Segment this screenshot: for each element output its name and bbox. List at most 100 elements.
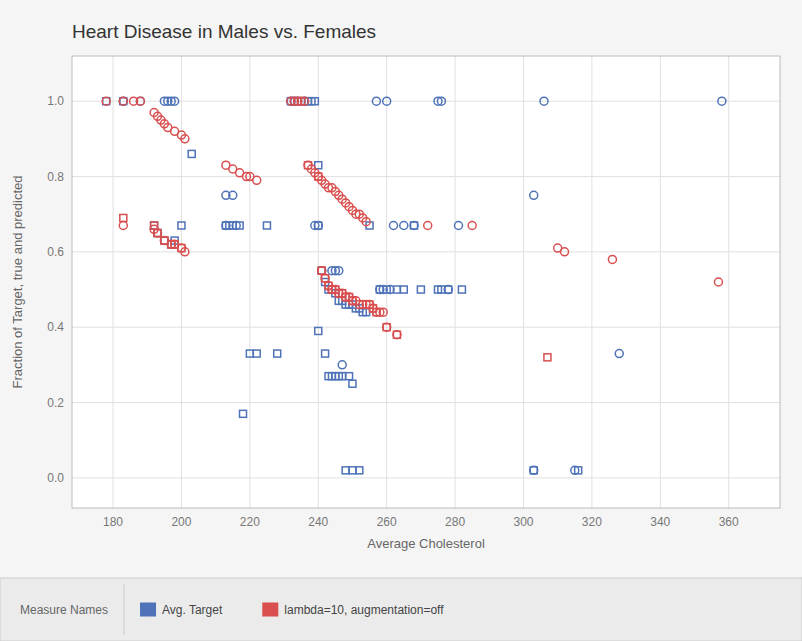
point-circle xyxy=(383,323,391,331)
point-square xyxy=(322,350,329,357)
x-tick-label: 280 xyxy=(445,515,465,529)
point-square xyxy=(315,327,322,334)
x-tick-label: 260 xyxy=(377,515,397,529)
point-circle xyxy=(372,97,380,105)
point-square xyxy=(383,324,390,331)
x-tick-label: 200 xyxy=(171,515,191,529)
grid-line xyxy=(523,56,524,508)
point-circle xyxy=(314,173,322,181)
point-square xyxy=(356,467,363,474)
point-square xyxy=(171,241,178,248)
point-square xyxy=(120,214,127,221)
point-circle xyxy=(222,222,230,230)
grid-line xyxy=(72,176,780,177)
point-circle xyxy=(615,350,623,358)
point-circle xyxy=(390,222,398,230)
grid-line xyxy=(72,477,780,478)
series xyxy=(120,162,551,361)
point-circle xyxy=(393,331,401,339)
point-square xyxy=(263,222,270,229)
y-axis-label: Fraction of Target, true and predicted xyxy=(10,176,25,389)
point-circle xyxy=(318,267,326,275)
marks xyxy=(102,97,726,474)
series xyxy=(103,98,582,474)
point-square xyxy=(342,467,349,474)
point-square xyxy=(315,173,322,180)
x-tick-label: 320 xyxy=(582,515,602,529)
legend-divider xyxy=(124,584,125,635)
y-tick-label: 0.4 xyxy=(47,320,64,334)
y-tick-label: 0.6 xyxy=(47,245,64,259)
legend-swatch xyxy=(262,603,278,617)
plot-area xyxy=(72,56,780,508)
point-square xyxy=(417,286,424,293)
point-square xyxy=(318,267,325,274)
point-circle xyxy=(321,274,329,282)
y-tick-label: 1.0 xyxy=(47,94,64,108)
point-square xyxy=(411,222,418,229)
point-square xyxy=(103,98,110,105)
y-tick-label: 0.0 xyxy=(47,471,64,485)
x-tick-label: 240 xyxy=(308,515,328,529)
grid-line xyxy=(318,56,319,508)
legend-swatch xyxy=(140,603,156,617)
x-tick-label: 340 xyxy=(650,515,670,529)
grid-line xyxy=(72,402,780,403)
point-square xyxy=(120,98,127,105)
legend-title: Measure Names xyxy=(20,603,108,617)
point-square xyxy=(346,373,353,380)
plot-frame xyxy=(72,56,780,508)
grid-line xyxy=(591,56,592,508)
point-circle xyxy=(338,361,346,369)
grid-line xyxy=(455,56,456,508)
x-tick-label: 220 xyxy=(240,515,260,529)
point-square xyxy=(253,350,260,357)
point-circle xyxy=(102,97,110,105)
grid-line xyxy=(660,56,661,508)
point-circle xyxy=(410,222,418,230)
point-circle xyxy=(437,97,445,105)
point-square xyxy=(240,410,247,417)
legend-background xyxy=(0,578,802,641)
point-square xyxy=(318,267,325,274)
point-circle xyxy=(386,286,394,294)
legend-label: lambda=10, augmentation=off xyxy=(284,603,444,617)
point-circle xyxy=(232,222,240,230)
y-tick-label: 0.2 xyxy=(47,396,64,410)
point-square xyxy=(178,222,185,229)
point-circle xyxy=(318,267,326,275)
point-circle xyxy=(468,222,476,230)
point-square xyxy=(530,467,537,474)
legend-label: Avg. Target xyxy=(162,603,223,617)
point-circle xyxy=(530,191,538,199)
x-tick-label: 180 xyxy=(103,515,123,529)
point-circle xyxy=(253,176,261,184)
chart: Heart Disease in Males vs. Females180200… xyxy=(0,0,802,641)
x-tick-label: 360 xyxy=(719,515,739,529)
series xyxy=(119,97,726,474)
point-circle xyxy=(608,255,616,263)
point-circle xyxy=(540,97,548,105)
point-circle xyxy=(171,97,179,105)
point-circle xyxy=(314,222,322,230)
point-square xyxy=(373,309,380,316)
point-circle xyxy=(424,222,432,230)
point-circle xyxy=(154,229,162,237)
point-square xyxy=(349,467,356,474)
point-square xyxy=(349,297,356,304)
point-circle xyxy=(304,161,312,169)
point-square xyxy=(339,373,346,380)
point-circle xyxy=(400,222,408,230)
point-square xyxy=(393,331,400,338)
point-square xyxy=(274,350,281,357)
point-square xyxy=(349,380,356,387)
point-square xyxy=(151,222,158,229)
point-circle xyxy=(444,286,452,294)
point-square xyxy=(544,354,551,361)
grid-line xyxy=(728,56,729,508)
point-square xyxy=(154,230,161,237)
series xyxy=(102,97,722,339)
point-circle xyxy=(229,191,237,199)
point-square xyxy=(322,275,329,282)
y-tick-label: 0.8 xyxy=(47,170,64,184)
